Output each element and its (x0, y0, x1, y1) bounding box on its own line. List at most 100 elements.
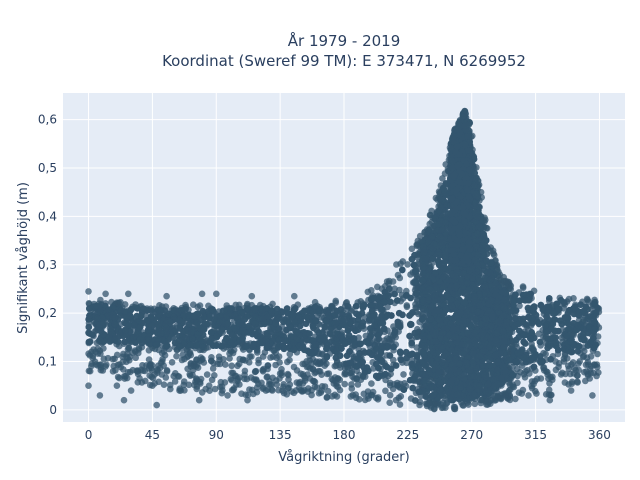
data-point (173, 352, 180, 360)
data-point (160, 381, 168, 389)
data-point (228, 369, 235, 377)
data-point (273, 381, 281, 388)
data-point (100, 355, 108, 363)
data-point (408, 245, 416, 253)
data-point (168, 359, 176, 366)
data-point (590, 361, 598, 368)
data-point (404, 261, 411, 268)
data-point (427, 404, 435, 411)
data-point (386, 335, 393, 343)
data-point (584, 358, 592, 366)
data-point (581, 368, 588, 376)
data-point (546, 380, 553, 387)
data-point (193, 385, 200, 393)
data-point (313, 384, 321, 391)
data-point (145, 356, 153, 363)
data-point (139, 367, 147, 375)
data-point (507, 285, 514, 293)
data-point (506, 396, 514, 404)
data-point (203, 371, 211, 378)
data-point (208, 376, 216, 384)
data-point (317, 389, 325, 396)
data-point (253, 377, 260, 384)
data-point (374, 283, 381, 291)
data-point (354, 381, 362, 388)
data-point (208, 354, 215, 361)
data-point (490, 250, 497, 257)
data-point (509, 381, 516, 388)
data-point (139, 362, 146, 369)
data-point (180, 381, 187, 389)
data-point (383, 278, 391, 285)
data-point (331, 362, 339, 370)
data-point (276, 359, 283, 366)
data-point (267, 381, 274, 388)
data-point (151, 371, 158, 378)
data-point (253, 384, 261, 391)
data-point (505, 388, 512, 396)
data-point (521, 374, 529, 381)
data-point (396, 286, 403, 294)
data-point (109, 355, 116, 363)
data-point (323, 370, 331, 378)
data-point (512, 395, 519, 403)
data-point (494, 393, 502, 401)
data-point (228, 362, 235, 370)
data-point (299, 387, 307, 395)
data-point (341, 364, 349, 372)
data-point (585, 298, 592, 306)
data-point (332, 297, 340, 305)
data-point (179, 351, 187, 359)
data-point (286, 350, 294, 358)
data-point (416, 401, 423, 409)
data-point (218, 389, 226, 397)
data-point (211, 385, 219, 393)
data-point (193, 356, 200, 363)
data-point (305, 385, 312, 392)
data-point (311, 298, 319, 306)
data-point (360, 390, 368, 398)
data-point (528, 378, 536, 385)
data-point (382, 387, 389, 395)
data-point (318, 371, 325, 379)
data-point (518, 390, 526, 397)
data-point (248, 386, 256, 394)
data-point (278, 365, 285, 373)
data-point (368, 380, 375, 387)
data-point (501, 277, 508, 285)
data-point (129, 366, 137, 374)
data-point (295, 380, 303, 387)
data-point (110, 362, 117, 370)
data-point (321, 362, 329, 370)
data-point (396, 401, 404, 408)
data-point (121, 301, 129, 308)
data-point (166, 381, 174, 389)
data-point (348, 381, 355, 388)
data-point (145, 365, 153, 372)
data-point (290, 363, 298, 371)
data-point (400, 371, 407, 378)
data-point (230, 346, 238, 354)
data-point (190, 301, 197, 309)
data-point (125, 344, 133, 352)
data-point (185, 352, 192, 360)
data-point (460, 402, 467, 409)
data-point (565, 381, 572, 388)
data-point (185, 381, 193, 389)
data-point (395, 394, 403, 402)
data-point (574, 379, 581, 386)
data-point (85, 367, 93, 375)
data-point (123, 374, 131, 382)
data-point (331, 374, 339, 381)
data-point (228, 377, 235, 384)
data-point (308, 360, 315, 368)
data-point (156, 364, 164, 372)
data-point (519, 284, 527, 292)
data-point (560, 358, 568, 365)
points-layer (85, 107, 603, 413)
data-point (222, 361, 229, 368)
data-point (226, 350, 233, 357)
data-point (310, 366, 317, 373)
data-point (91, 358, 99, 366)
